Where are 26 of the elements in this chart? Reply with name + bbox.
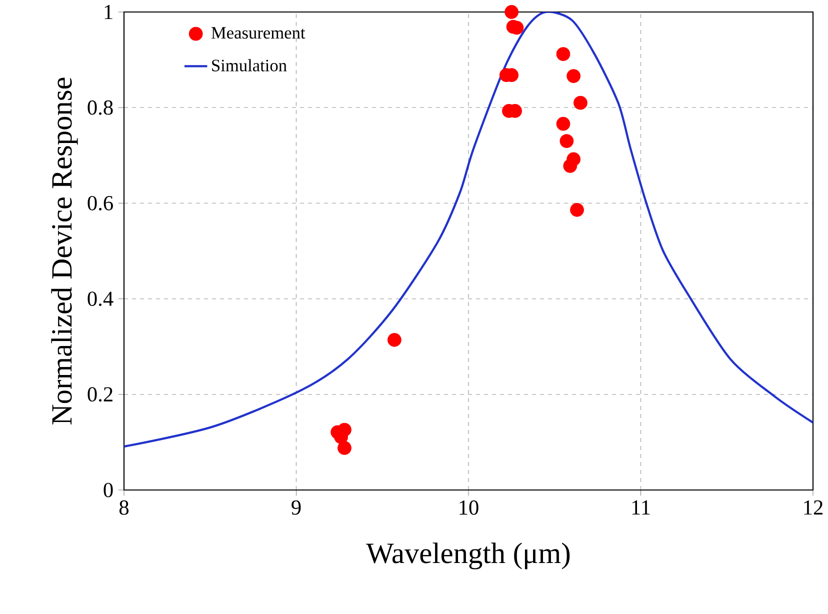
y-tick-label: 0.6: [88, 196, 113, 210]
x-tick-label: 12: [804, 500, 822, 515]
x-axis-title: Wavelength (μm): [366, 542, 570, 570]
y-tick-label: 0.4: [88, 292, 114, 306]
x-tick-label: 11: [632, 500, 650, 514]
point: [504, 5, 519, 19]
y-axis-title: Normalized Device Response: [51, 78, 78, 424]
point: [566, 69, 581, 83]
line-series: [124, 12, 814, 448]
y-tick-label: 0: [104, 482, 113, 498]
point: [560, 134, 574, 148]
x-tick-label: 9: [292, 500, 301, 515]
legend-label: Measurement: [211, 27, 306, 39]
y-tick-label: 0.8: [88, 100, 113, 115]
point: [563, 158, 578, 173]
point: [570, 202, 584, 217]
point: [387, 332, 402, 347]
y-tick-label: 0.2: [88, 387, 112, 402]
x-tick-label: 8: [119, 500, 129, 515]
point: [556, 47, 570, 61]
point: [574, 96, 588, 110]
legend-label: Simulation: [212, 59, 287, 72]
point: [338, 441, 352, 455]
point: [556, 116, 570, 131]
x-tick-label: 10: [460, 500, 478, 515]
y-tick-label: 1: [104, 4, 112, 20]
